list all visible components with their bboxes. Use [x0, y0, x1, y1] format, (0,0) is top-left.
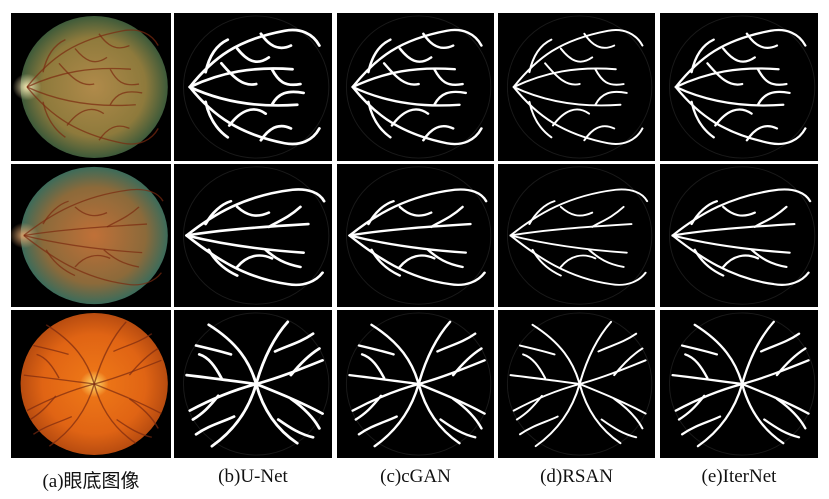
rsan-segmentation-row-1 — [498, 13, 655, 161]
caption-unet: (b)U-Net — [218, 466, 288, 487]
iternet-segmentation-row-1 — [660, 13, 818, 161]
caption-fundus: (a)眼底图像 — [42, 471, 140, 492]
unet-segmentation-row-3 — [174, 310, 332, 458]
caption-iternet: (e)IterNet — [701, 466, 777, 487]
caption-cgan: (c)cGAN — [380, 466, 451, 487]
iternet-segmentation-row-3 — [660, 310, 818, 458]
cgan-segmentation-row-1 — [337, 13, 494, 161]
unet-segmentation-row-2 — [174, 164, 332, 307]
rsan-segmentation-row-3 — [498, 310, 655, 458]
cgan-segmentation-row-2 — [337, 164, 494, 307]
fundus-image-row-2 — [11, 164, 171, 307]
cgan-segmentation-row-3 — [337, 310, 494, 458]
rsan-segmentation-row-2 — [498, 164, 655, 307]
fundus-image-row-3 — [11, 310, 171, 458]
unet-segmentation-row-1 — [174, 13, 332, 161]
iternet-segmentation-row-2 — [660, 164, 818, 307]
fundus-image-row-1 — [11, 13, 171, 161]
caption-rsan: (d)RSAN — [540, 466, 613, 487]
